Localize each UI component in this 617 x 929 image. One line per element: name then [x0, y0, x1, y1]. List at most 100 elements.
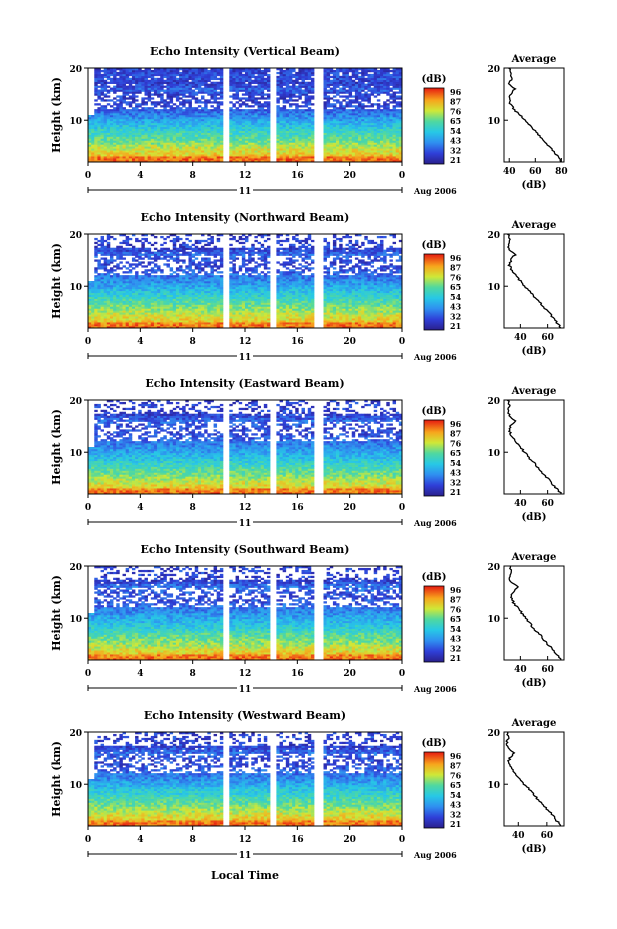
heatmap-cell	[173, 152, 176, 154]
heatmap-cell	[261, 95, 264, 97]
heatmap-cell	[355, 115, 358, 117]
heatmap-cell	[276, 97, 279, 99]
heatmap-cell	[145, 306, 148, 308]
heatmap-cell	[217, 92, 220, 94]
heatmap-cell	[280, 76, 283, 78]
heatmap-cell	[374, 70, 377, 72]
heatmap-cell	[232, 103, 235, 105]
heatmap-cell	[292, 84, 295, 86]
heatmap-cell	[327, 152, 330, 154]
heatmap-cell	[305, 103, 308, 105]
heatmap-cell	[132, 142, 135, 144]
heatmap-cell	[311, 154, 314, 156]
heatmap-cell	[308, 131, 311, 133]
heatmap-cell	[242, 154, 245, 156]
heatmap-cell	[173, 76, 176, 78]
heatmap-cell	[110, 324, 113, 326]
heatmap-cell	[107, 156, 110, 158]
heatmap-cell	[292, 80, 295, 82]
heatmap-cell	[386, 127, 389, 129]
heatmap-cell	[239, 115, 242, 117]
heatmap-cell	[361, 76, 364, 78]
heatmap-cell	[280, 154, 283, 156]
heatmap-cell	[151, 291, 154, 293]
heatmap-cell	[248, 90, 251, 92]
heatmap-cell	[138, 72, 141, 74]
heatmap-cell	[295, 142, 298, 144]
heatmap-cell	[94, 246, 97, 248]
heatmap-cell	[119, 305, 122, 307]
heatmap-cell	[283, 135, 286, 137]
heatmap-cell	[163, 142, 166, 144]
heatmap-cell	[185, 117, 188, 119]
heatmap-cell	[141, 314, 144, 316]
heatmap-cell	[393, 142, 396, 144]
heatmap-cell	[355, 127, 358, 129]
heatmap-cell	[157, 285, 160, 287]
heatmap-cell	[333, 142, 336, 144]
heatmap-cell	[204, 117, 207, 119]
heatmap-cell	[286, 111, 289, 113]
heatmap-cell	[163, 129, 166, 131]
heatmap-cell	[286, 152, 289, 154]
heatmap-cell	[116, 279, 119, 281]
heatmap-cell	[129, 109, 132, 111]
heatmap-cell	[116, 137, 119, 139]
heatmap-cell	[126, 115, 129, 117]
heatmap-cell	[204, 148, 207, 150]
heatmap-cell	[267, 90, 270, 92]
heatmap-cell	[311, 150, 314, 152]
heatmap-cell	[396, 139, 399, 141]
heatmap-cell	[367, 93, 370, 95]
heatmap-cell	[157, 111, 160, 113]
heatmap-cell	[349, 142, 352, 144]
heatmap-cell	[129, 250, 132, 252]
heatmap-cell	[210, 101, 213, 103]
heatmap-cell	[104, 146, 107, 148]
heatmap-cell	[101, 113, 104, 115]
heatmap-cell	[154, 158, 157, 160]
heatmap-cell	[251, 99, 254, 101]
heatmap-cell	[138, 320, 141, 322]
heatmap-cell	[145, 113, 148, 115]
heatmap-cell	[163, 125, 166, 127]
heatmap-cell	[123, 301, 126, 303]
heatmap-cell	[97, 80, 100, 82]
heatmap-cell	[176, 135, 179, 137]
heatmap-cell	[280, 74, 283, 76]
heatmap-cell	[94, 289, 97, 291]
heatmap-cell	[141, 279, 144, 281]
heatmap-cell	[214, 111, 217, 113]
heatmap-cell	[192, 82, 195, 84]
heatmap-cell	[311, 80, 314, 82]
heatmap-cell	[333, 152, 336, 154]
heatmap-cell	[396, 133, 399, 135]
heatmap-cell	[126, 248, 129, 250]
heatmap-cell	[154, 72, 157, 74]
heatmap-cell	[364, 93, 367, 95]
heatmap-cell	[198, 117, 201, 119]
heatmap-cell	[94, 303, 97, 305]
heatmap-cell	[185, 125, 188, 127]
heatmap-cell	[167, 148, 170, 150]
heatmap-cell	[104, 287, 107, 289]
heatmap-cell	[345, 123, 348, 125]
heatmap-cell	[248, 76, 251, 78]
heatmap-cell	[298, 70, 301, 72]
heatmap-cell	[380, 70, 383, 72]
heatmap-cell	[295, 158, 298, 160]
heatmap-cell	[245, 144, 248, 146]
heatmap-cell	[138, 277, 141, 279]
heatmap-cell	[364, 129, 367, 131]
heatmap-cell	[154, 80, 157, 82]
heatmap-cell	[198, 101, 201, 103]
heatmap-cell	[286, 119, 289, 121]
heatmap-cell	[154, 301, 157, 303]
heatmap-cell	[123, 86, 126, 88]
heatmap-cell	[342, 111, 345, 113]
heatmap-cell	[173, 80, 176, 82]
heatmap-cell	[330, 84, 333, 86]
heatmap-cell	[163, 123, 166, 125]
heatmap-cell	[138, 299, 141, 301]
heatmap-cell	[236, 140, 239, 142]
